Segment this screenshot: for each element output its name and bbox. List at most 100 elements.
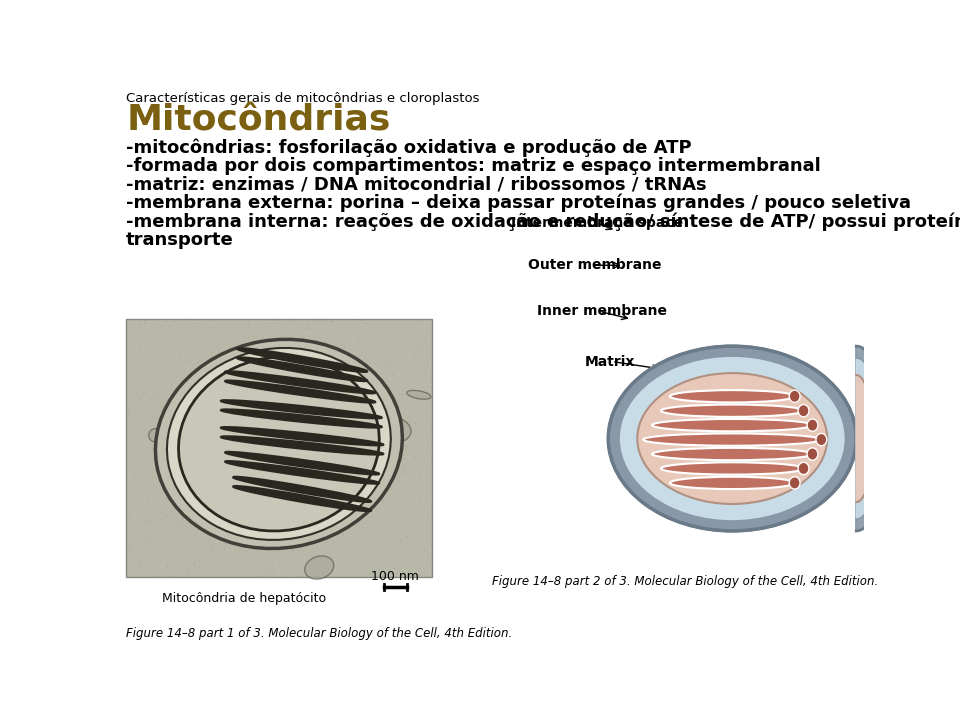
Point: [309, 314, 324, 326]
Point: [187, 497, 203, 509]
Point: [203, 493, 218, 505]
Point: [370, 442, 385, 453]
Point: [303, 404, 319, 415]
Point: [423, 453, 439, 464]
Point: [227, 464, 242, 476]
Point: [370, 521, 385, 533]
Point: [409, 407, 424, 419]
Point: [251, 424, 266, 435]
Point: [160, 484, 176, 496]
Point: [280, 326, 296, 338]
Point: [302, 434, 318, 445]
Point: [345, 328, 360, 339]
Point: [145, 443, 160, 454]
Point: [424, 424, 440, 435]
Point: [185, 464, 201, 476]
Point: [402, 402, 418, 414]
Point: [143, 522, 158, 534]
Point: [224, 320, 239, 331]
Point: [283, 448, 299, 460]
Point: [343, 550, 358, 562]
Point: [269, 511, 284, 523]
Point: [326, 342, 342, 354]
Point: [178, 430, 193, 442]
Point: [308, 438, 324, 450]
Point: [167, 526, 182, 538]
Point: [222, 560, 237, 571]
Point: [192, 505, 207, 516]
Point: [387, 342, 402, 353]
Point: [366, 371, 381, 383]
Point: [257, 469, 273, 480]
Point: [369, 329, 384, 340]
Point: [287, 403, 302, 414]
Point: [324, 402, 339, 414]
Ellipse shape: [287, 436, 309, 459]
Point: [353, 457, 369, 469]
Point: [315, 445, 330, 457]
Point: [408, 417, 423, 429]
Point: [131, 495, 146, 507]
Point: [288, 347, 303, 358]
Point: [400, 539, 416, 551]
Point: [167, 365, 182, 376]
Point: [281, 455, 297, 466]
Point: [295, 564, 310, 575]
Point: [401, 447, 417, 458]
Point: [378, 458, 394, 470]
Point: [266, 340, 281, 352]
Point: [169, 432, 184, 444]
Point: [137, 386, 153, 398]
Text: -membrana externa: porina – deixa passar proteínas grandes / pouco seletiva: -membrana externa: porina – deixa passar…: [126, 193, 911, 212]
Point: [245, 327, 260, 339]
Point: [219, 316, 234, 328]
Point: [326, 523, 342, 535]
Point: [154, 316, 169, 328]
Text: Mitocôndrias: Mitocôndrias: [126, 103, 391, 138]
Point: [343, 388, 358, 400]
Point: [225, 405, 240, 417]
Point: [252, 331, 267, 343]
Point: [146, 440, 161, 451]
Point: [377, 518, 393, 530]
Point: [392, 456, 407, 468]
Point: [267, 318, 282, 329]
Point: [381, 334, 396, 346]
Point: [182, 556, 198, 567]
Point: [377, 396, 393, 407]
Point: [173, 434, 188, 445]
Point: [213, 477, 228, 488]
Point: [138, 318, 154, 329]
Point: [390, 560, 405, 571]
Point: [121, 349, 136, 361]
Point: [354, 315, 370, 326]
Point: [318, 337, 333, 349]
Point: [320, 315, 335, 326]
Point: [169, 396, 184, 407]
Point: [386, 368, 401, 380]
Point: [372, 482, 387, 494]
Point: [193, 341, 208, 352]
Point: [300, 316, 316, 328]
Point: [263, 323, 278, 334]
Point: [252, 399, 268, 411]
Point: [324, 317, 340, 329]
Point: [147, 411, 162, 422]
Point: [390, 531, 405, 542]
Point: [343, 349, 358, 360]
Point: [372, 380, 387, 391]
Point: [128, 459, 143, 471]
Point: [128, 439, 143, 451]
Point: [327, 432, 343, 444]
Point: [141, 375, 156, 386]
Point: [332, 318, 348, 330]
Point: [373, 393, 389, 405]
Point: [282, 496, 298, 508]
Point: [138, 357, 154, 369]
Point: [217, 542, 232, 554]
Point: [225, 474, 240, 485]
Point: [179, 342, 194, 353]
Point: [243, 516, 258, 528]
Point: [365, 451, 380, 463]
Point: [160, 319, 176, 331]
